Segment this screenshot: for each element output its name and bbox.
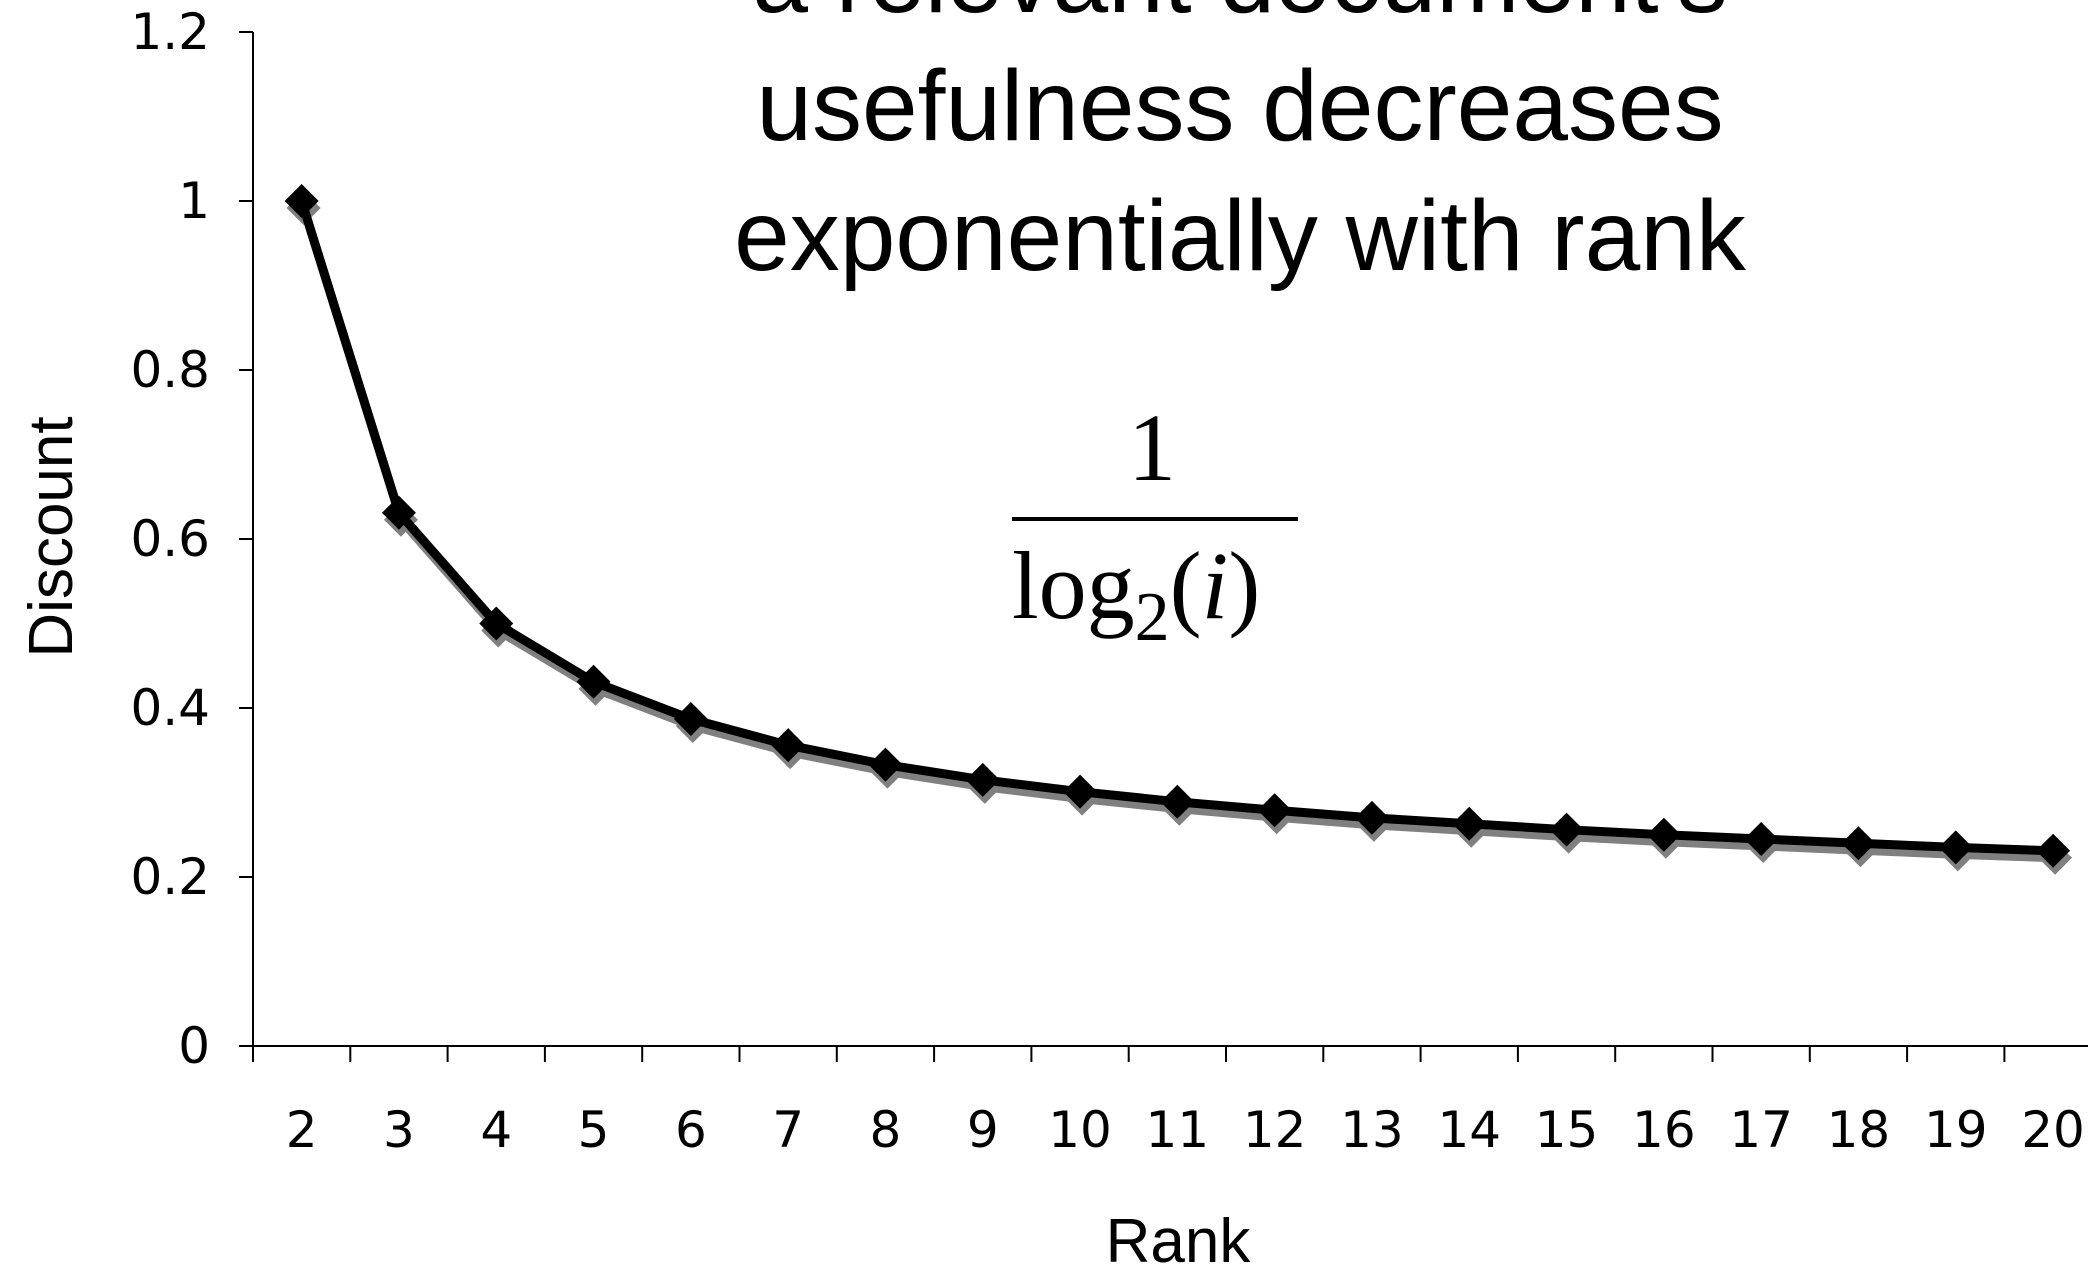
formula-numerator: 1 [1128,394,1176,501]
data-point-marker [965,762,1000,797]
y-tick-label: 0.8 [130,341,210,399]
x-tick-label: 13 [1340,1101,1404,1159]
data-point-marker [1257,793,1292,828]
x-tick-label: 14 [1437,1101,1501,1159]
formula-denominator: log2(i) [1012,532,1260,656]
annotation-line-3: exponentially with rank [734,180,1747,292]
formula-variable: i [1202,532,1229,639]
x-tick-label: 8 [870,1101,902,1159]
y-tick-label: 0.4 [130,679,210,737]
x-tick-label: 6 [675,1101,707,1159]
x-axis-ticks: 2 3 4 5 6 7 8 9 10 11 12 13 14 15 16 17 18 19 20 [252,1046,2085,1159]
annotation-line-2: usefulness decreases [756,50,1723,162]
x-tick-label: 5 [578,1101,610,1159]
y-tick-label: 1.2 [130,3,210,61]
data-point-marker [771,728,806,763]
data-point-marker [2036,833,2071,868]
data-point-marker [284,184,319,218]
series-discount [284,184,2071,868]
data-point-marker [1646,817,1681,852]
x-tick-label: 2 [286,1101,318,1159]
x-tick-label: 10 [1048,1101,1112,1159]
x-tick-label: 19 [1924,1101,1988,1159]
y-axis-ticks: 0 0.2 0.4 0.6 0.8 1 1.2 [130,3,253,1075]
data-point-marker [1063,774,1098,809]
series-line [297,199,2054,856]
x-tick-label: 16 [1632,1101,1696,1159]
data-point-marker [1354,800,1389,835]
y-tick-label: 0 [178,1017,210,1075]
formula-log: log [1012,532,1135,639]
data-point-marker [1841,826,1876,861]
x-tick-label: 17 [1729,1101,1793,1159]
y-tick-label: 1 [178,172,210,230]
data-point-marker [479,606,514,641]
data-point-marker [1452,806,1487,841]
formula-close-paren: ) [1228,532,1260,639]
data-point-marker [1938,830,1973,865]
data-point-marker [1160,784,1195,819]
data-point-marker [1744,821,1779,856]
formula: 1 log2(i) [1012,394,1298,656]
x-tick-label: 15 [1535,1101,1599,1159]
y-tick-label: 0.6 [130,510,210,568]
formula-open-paren: ( [1170,532,1202,639]
y-axis-title: Discount [17,416,86,657]
x-axis-title: Rank [1106,1207,1252,1272]
x-tick-label: 3 [383,1101,415,1159]
data-point-marker [381,495,416,530]
x-tick-label: 11 [1146,1101,1210,1159]
x-tick-label: 7 [772,1101,804,1159]
x-tick-label: 4 [480,1101,512,1159]
data-point-marker [673,701,708,736]
x-tick-label: 9 [967,1101,999,1159]
data-point-marker [1549,812,1584,847]
formula-subscript: 2 [1135,579,1170,656]
annotation-line-1: a relevant document's [752,0,1727,34]
data-point-marker [576,664,611,699]
x-tick-label: 12 [1243,1101,1307,1159]
y-tick-label: 0.2 [130,848,210,906]
x-tick-label: 20 [2021,1101,2085,1159]
x-tick-label: 18 [1827,1101,1891,1159]
data-point-marker [868,747,903,782]
